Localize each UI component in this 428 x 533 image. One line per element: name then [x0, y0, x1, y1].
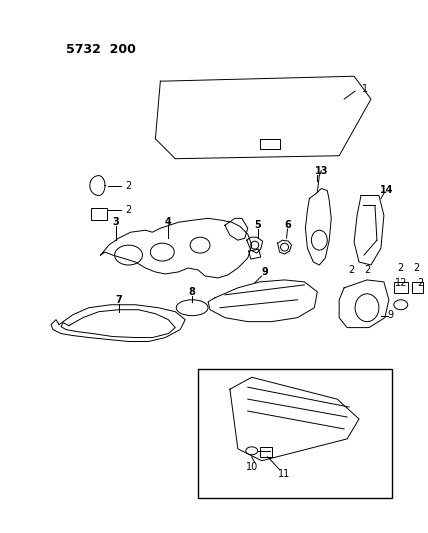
- Bar: [260, 447, 272, 457]
- Text: 13: 13: [315, 166, 328, 176]
- Text: 2: 2: [413, 263, 420, 273]
- Text: 9: 9: [388, 310, 394, 320]
- Text: 11: 11: [279, 469, 291, 479]
- Text: 2: 2: [125, 181, 132, 190]
- Text: 9: 9: [262, 267, 268, 277]
- Text: 3: 3: [112, 217, 119, 227]
- Text: 6: 6: [284, 220, 291, 230]
- Text: 10: 10: [246, 462, 258, 472]
- Text: 4: 4: [165, 217, 172, 227]
- Bar: [412, 282, 422, 293]
- Text: 12: 12: [395, 278, 407, 288]
- Text: 2: 2: [398, 263, 404, 273]
- Text: 2: 2: [364, 265, 370, 275]
- Text: 1: 1: [362, 84, 368, 94]
- Text: 14: 14: [380, 185, 394, 196]
- Text: 2: 2: [348, 265, 354, 275]
- Text: 8: 8: [189, 287, 196, 297]
- Text: 5732  200: 5732 200: [66, 43, 136, 56]
- Text: 2: 2: [125, 205, 132, 215]
- Bar: [91, 208, 107, 220]
- Text: 7: 7: [115, 295, 122, 305]
- Bar: [394, 282, 408, 293]
- Text: 5: 5: [254, 220, 261, 230]
- Text: 2: 2: [418, 278, 424, 288]
- Bar: [198, 369, 392, 498]
